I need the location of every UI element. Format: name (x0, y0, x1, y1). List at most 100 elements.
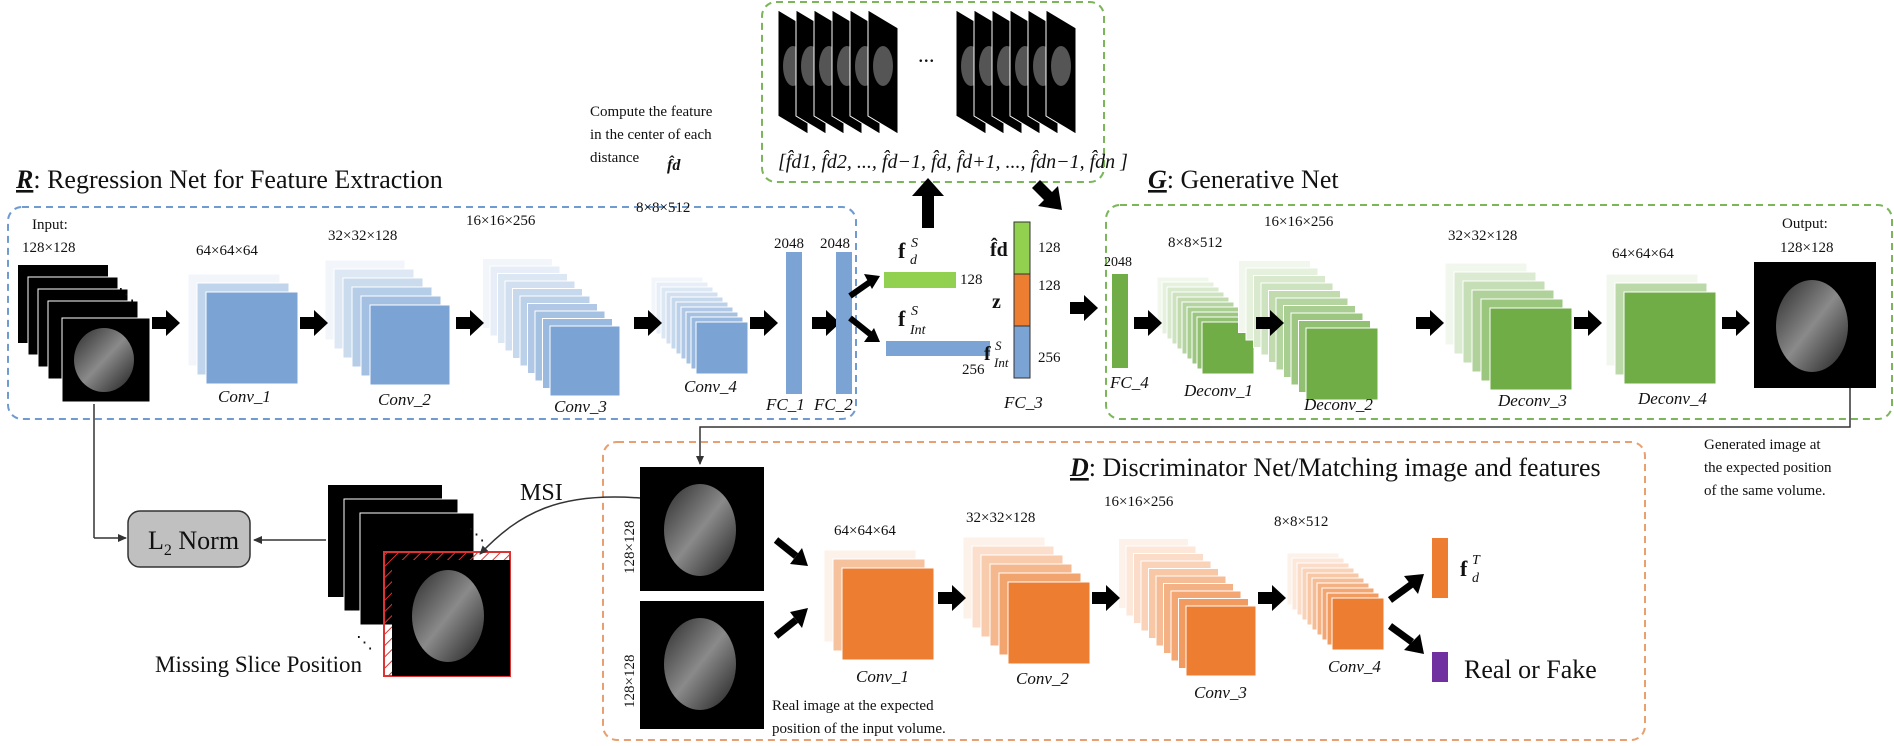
real-text-2: position of the input volume. (772, 721, 946, 737)
disc-conv-1-stack (823, 549, 935, 661)
fc3-fd: f̂d (990, 236, 1008, 261)
missing-dots-1: ⋱ (468, 525, 485, 544)
arrow-center-fc3 (1032, 180, 1062, 210)
fc3-fint-sup: S (995, 338, 1002, 353)
reg-conv-4-stack (650, 276, 749, 375)
reg-conv-1-dim: 64×64×64 (196, 243, 258, 259)
fc4-block: 2048 FC_4 (1104, 255, 1149, 392)
real-fake-label: Real or Fake (1464, 655, 1597, 684)
input-label-1: Input: (32, 217, 68, 233)
fc4-dim: 2048 (1104, 255, 1132, 270)
disc-conv-2-dim: 32×32×128 (966, 510, 1035, 526)
disc-arrow-2 (1092, 585, 1120, 611)
arrow-disc-top (773, 537, 799, 559)
disc-image-top (640, 467, 764, 591)
fc3-fint-sub: Int (993, 355, 1009, 370)
reg-arrow-1 (152, 310, 180, 336)
fint-dim: 256 (962, 362, 985, 378)
missing-slice-label: Missing Slice Position (155, 652, 363, 677)
gen-deconv-3-dim: 32×32×128 (1448, 228, 1517, 244)
regression-title-rest: : Regression Net for Feature Extraction (33, 165, 442, 194)
disc-arrow-1 (938, 585, 966, 611)
gen-deconv-3-stack (1444, 262, 1573, 391)
generated-text-1: Generated image at (1704, 437, 1821, 453)
l2-label: L2 Norm (148, 526, 239, 559)
discriminator-title-rest: : Discriminator Net/Matching image and f… (1089, 453, 1601, 482)
output-image (1754, 262, 1876, 388)
reg-conv-3-stack (482, 258, 621, 397)
reg-arrow-5 (750, 310, 778, 336)
generated-text-3: of the same volume. (1704, 483, 1826, 499)
fc2-bar (836, 252, 852, 394)
msi-label: MSI (520, 480, 563, 506)
fc3-fint: f (984, 343, 991, 365)
reg-conv-1-name: Conv_1 (218, 387, 271, 406)
fd-dim: 128 (960, 272, 983, 288)
gen-arrow-4 (1574, 310, 1602, 336)
generative-layers: 8×8×512 Deconv_1 16×16×256 Deconv_2 32×32×12… (1134, 214, 1750, 414)
gen-deconv-2-stack (1238, 260, 1379, 401)
compute-fd: f̂d (667, 155, 681, 174)
reg-conv-2-stack (324, 259, 451, 386)
msi-curve (479, 496, 641, 555)
compute-text-2: in the center of each (590, 127, 712, 143)
fc2-name: FC_2 (813, 395, 853, 414)
disc-conv-3-dim: 16×16×256 (1104, 494, 1174, 510)
fc3-dim-1: 128 (1038, 240, 1061, 256)
compute-text-1: Compute the feature (590, 104, 713, 120)
disc-conv-4-stack (1286, 552, 1385, 651)
connector-output-to-discriminator (696, 388, 1851, 465)
arrow-to-ft (1387, 581, 1415, 603)
fint-feature: f S Int 256 (886, 304, 990, 378)
fd-feature: f S d 128 (884, 236, 983, 288)
disc-side-label-1: 128×128 (622, 521, 638, 574)
missing-dots-2: ⋱ (356, 633, 373, 652)
real-fake-output: Real or Fake (1432, 652, 1597, 684)
center-slice-stacks (777, 9, 1077, 135)
discriminator-title-letter: D (1069, 453, 1089, 482)
fc2-dim: 2048 (820, 236, 850, 252)
l2-rest: Norm (172, 526, 239, 555)
generated-text-2: the expected position (1704, 460, 1832, 476)
center-stack-left (777, 9, 899, 135)
gen-deconv-4-stack (1605, 273, 1717, 385)
fc3-block: f̂d z f S Int 128 128 256 FC_3 (984, 221, 1061, 412)
disc-conv-2-name: Conv_2 (1016, 669, 1069, 688)
disc-arrow-3 (1258, 585, 1286, 611)
fint-sup: S (911, 304, 918, 319)
fint-label: f (898, 306, 906, 331)
arrow-to-realfake (1387, 623, 1415, 645)
input-slice-stack: ⋱ (18, 265, 151, 403)
regression-title: R: Regression Net for Feature Extraction (15, 165, 443, 194)
gen-deconv-2-dim: 16×16×256 (1264, 214, 1334, 230)
output-label-1: Output: (1782, 216, 1828, 232)
compute-text-3: distance (590, 150, 639, 166)
reg-conv-1-stack (187, 273, 299, 385)
gen-deconv-2-name: Deconv_2 (1303, 395, 1373, 414)
arrow-fc2-fd (848, 279, 872, 299)
input-dots: ⋱ (118, 285, 135, 304)
gen-deconv-4-name: Deconv_4 (1637, 389, 1707, 408)
reg-conv-2-name: Conv_2 (378, 390, 431, 409)
fd-sup: S (911, 236, 918, 251)
l2-sub: 2 (164, 542, 172, 559)
fd-sub: d (910, 253, 918, 268)
disc-image-bottom (640, 601, 764, 729)
real-text-1: Real image at the expected (772, 698, 934, 714)
generative-frame (1105, 204, 1893, 420)
gen-deconv-1-dim: 8×8×512 (1168, 235, 1222, 251)
discriminator-title: D: Discriminator Net/Matching image and … (1069, 453, 1601, 482)
fc4-name: FC_4 (1109, 373, 1149, 392)
disc-conv-1-dim: 64×64×64 (834, 523, 896, 539)
missing-slice-stack: ⋱ ⋱ (328, 485, 511, 677)
center-sequence: [f̂d1, f̂d2, ..., f̂d−1, f̂d, f̂d+1, ...… (778, 149, 1128, 173)
reg-conv-3-dim: 16×16×256 (466, 213, 536, 229)
gen-arrow-3 (1416, 310, 1444, 336)
center-stack-right (955, 9, 1077, 135)
disc-conv-2-stack (962, 536, 1091, 665)
l2-norm-box: L2 Norm (127, 510, 251, 568)
reg-conv-3-name: Conv_3 (554, 397, 607, 416)
disc-conv-3-stack (1118, 538, 1257, 677)
gen-deconv-4-dim: 64×64×64 (1612, 246, 1674, 262)
